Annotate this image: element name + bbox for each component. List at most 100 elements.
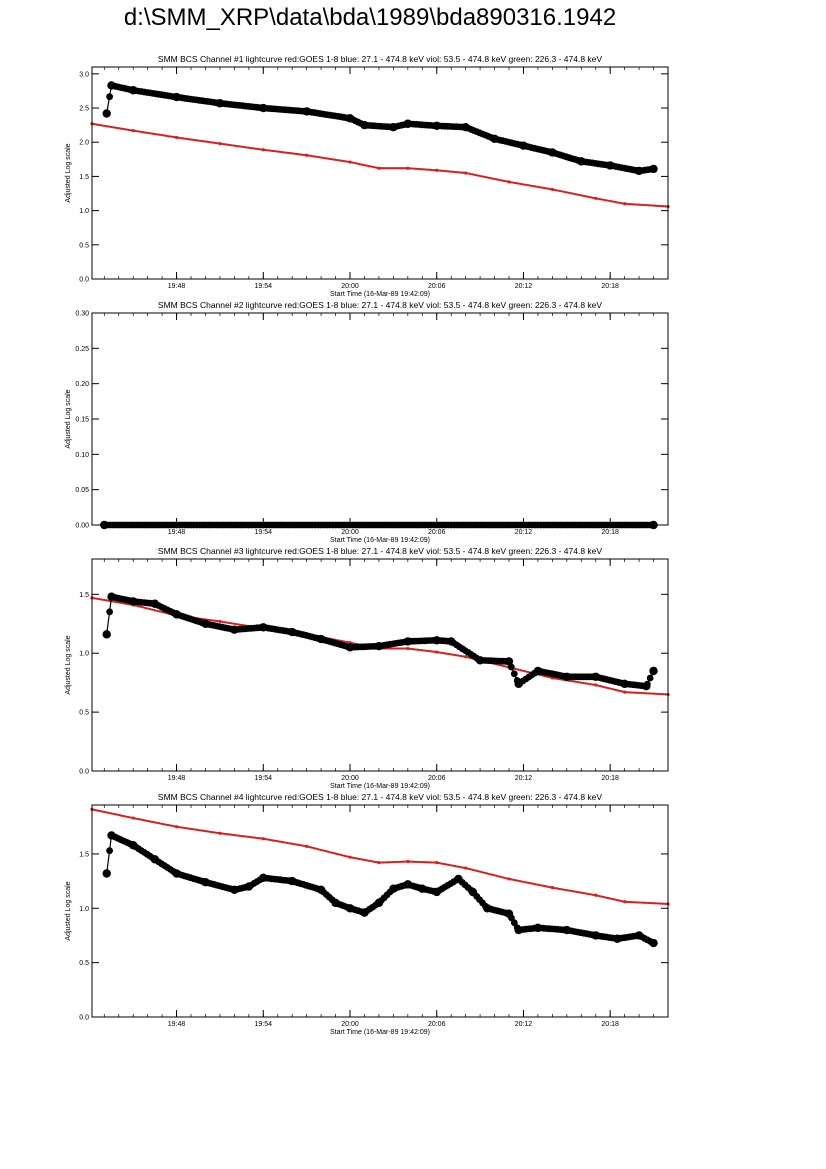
goes-sample <box>180 826 183 829</box>
y-tick-label: 0.25 <box>75 346 89 353</box>
goes-sample <box>649 692 653 695</box>
goes-sample <box>546 187 549 190</box>
goes-sample <box>339 159 342 162</box>
y-tick-label: 0.10 <box>75 452 89 459</box>
goes-sample <box>449 653 452 656</box>
goes-sample <box>664 902 667 905</box>
goes-sample <box>392 861 395 864</box>
goes-sample <box>647 692 650 695</box>
goes-sample <box>433 650 436 653</box>
goes-sample <box>594 683 597 687</box>
goes-sample <box>168 824 171 827</box>
goes-sample <box>259 837 262 840</box>
goes-sample <box>543 187 547 190</box>
goes-sample <box>473 869 477 872</box>
goes-sample <box>343 854 346 857</box>
goes-sample <box>392 167 395 170</box>
bcs-sample <box>646 674 654 682</box>
goes-sample <box>604 686 607 689</box>
goes-sample <box>317 848 320 851</box>
goes-sample <box>459 171 462 174</box>
chart-panel-channel-1: SMM BCS Channel #1 lightcurve red:GOES 1… <box>65 54 670 298</box>
goes-sample <box>117 127 120 130</box>
goes-sample <box>466 172 469 175</box>
bcs-sample <box>510 670 518 678</box>
goes-sample <box>105 811 108 814</box>
goes-sample <box>339 853 342 856</box>
x-tick-label: 20:12 <box>515 1021 533 1028</box>
x-tick-label: 19:54 <box>255 775 273 782</box>
goes-sample <box>592 893 595 896</box>
goes-sample <box>584 892 588 895</box>
goes-sample <box>630 901 633 904</box>
goes-sample <box>558 189 561 192</box>
goes-sample <box>155 133 159 136</box>
goes-sample <box>553 677 556 680</box>
goes-sample <box>661 902 665 905</box>
chart-title: SMM BCS Channel #1 lightcurve red:GOES 1… <box>158 54 602 64</box>
goes-sample <box>519 182 522 185</box>
goes-sample <box>587 682 590 685</box>
goes-sample <box>611 200 614 203</box>
x-tick-label: 20:06 <box>428 1021 446 1028</box>
goes-sample <box>293 843 296 846</box>
goes-sample <box>283 151 286 154</box>
goes-sample <box>237 834 241 837</box>
goes-sample <box>493 177 496 180</box>
goes-sample <box>418 168 421 171</box>
x-tick-label: 20:12 <box>515 529 533 536</box>
goes-sample <box>213 619 216 622</box>
goes-sample <box>384 861 387 864</box>
goes-sample <box>536 185 539 188</box>
goes-sample <box>233 622 236 625</box>
goes-sample <box>146 607 149 610</box>
x-axis-label: Start Time (16-Mar-89 19:42:09) <box>330 537 430 544</box>
goes-sample <box>531 184 535 188</box>
goes-sample <box>577 681 580 684</box>
goes-sample <box>343 160 346 163</box>
goes-sample <box>437 169 440 172</box>
x-tick-label: 19:48 <box>168 529 186 536</box>
goes-sample <box>112 812 115 815</box>
goes-sample <box>570 889 573 893</box>
goes-sample <box>143 819 147 822</box>
goes-sample <box>449 864 452 867</box>
goes-sample <box>370 165 373 168</box>
goes-sample <box>95 809 98 812</box>
goes-sample <box>529 184 532 187</box>
goes-sample <box>151 820 154 823</box>
goes-sample <box>182 137 185 140</box>
goes-sample <box>314 847 318 850</box>
goes-sample <box>233 833 236 837</box>
goes-sample <box>599 198 602 201</box>
goes-sample <box>517 668 520 671</box>
goes-sample <box>567 889 571 892</box>
goes-sample <box>555 189 559 192</box>
goes-sample <box>551 676 554 679</box>
goes-sample <box>652 902 655 905</box>
goes-sample <box>640 203 643 206</box>
goes-sample <box>507 180 510 183</box>
goes-sample <box>408 860 412 863</box>
goes-sample <box>177 826 180 829</box>
goes-sample <box>257 837 260 840</box>
goes-sample <box>363 858 366 861</box>
goes-sample <box>334 852 337 855</box>
x-tick-label: 20:18 <box>601 775 619 782</box>
goes-sample <box>411 167 414 170</box>
y-tick-label: 0.0 <box>79 769 89 776</box>
goes-sample <box>375 166 378 169</box>
goes-sample <box>146 131 149 134</box>
goes-sample <box>406 860 409 863</box>
goes-sample <box>440 862 443 865</box>
x-tick-label: 20:18 <box>601 283 619 290</box>
goes-sample <box>565 191 568 194</box>
goes-sample <box>216 620 219 623</box>
goes-sample <box>122 127 125 131</box>
goes-sample <box>206 140 209 143</box>
x-tick-label: 19:48 <box>168 1021 186 1028</box>
goes-sample <box>310 846 313 849</box>
goes-sample <box>416 648 419 651</box>
goes-sample <box>237 145 241 148</box>
goes-sample <box>657 692 660 695</box>
